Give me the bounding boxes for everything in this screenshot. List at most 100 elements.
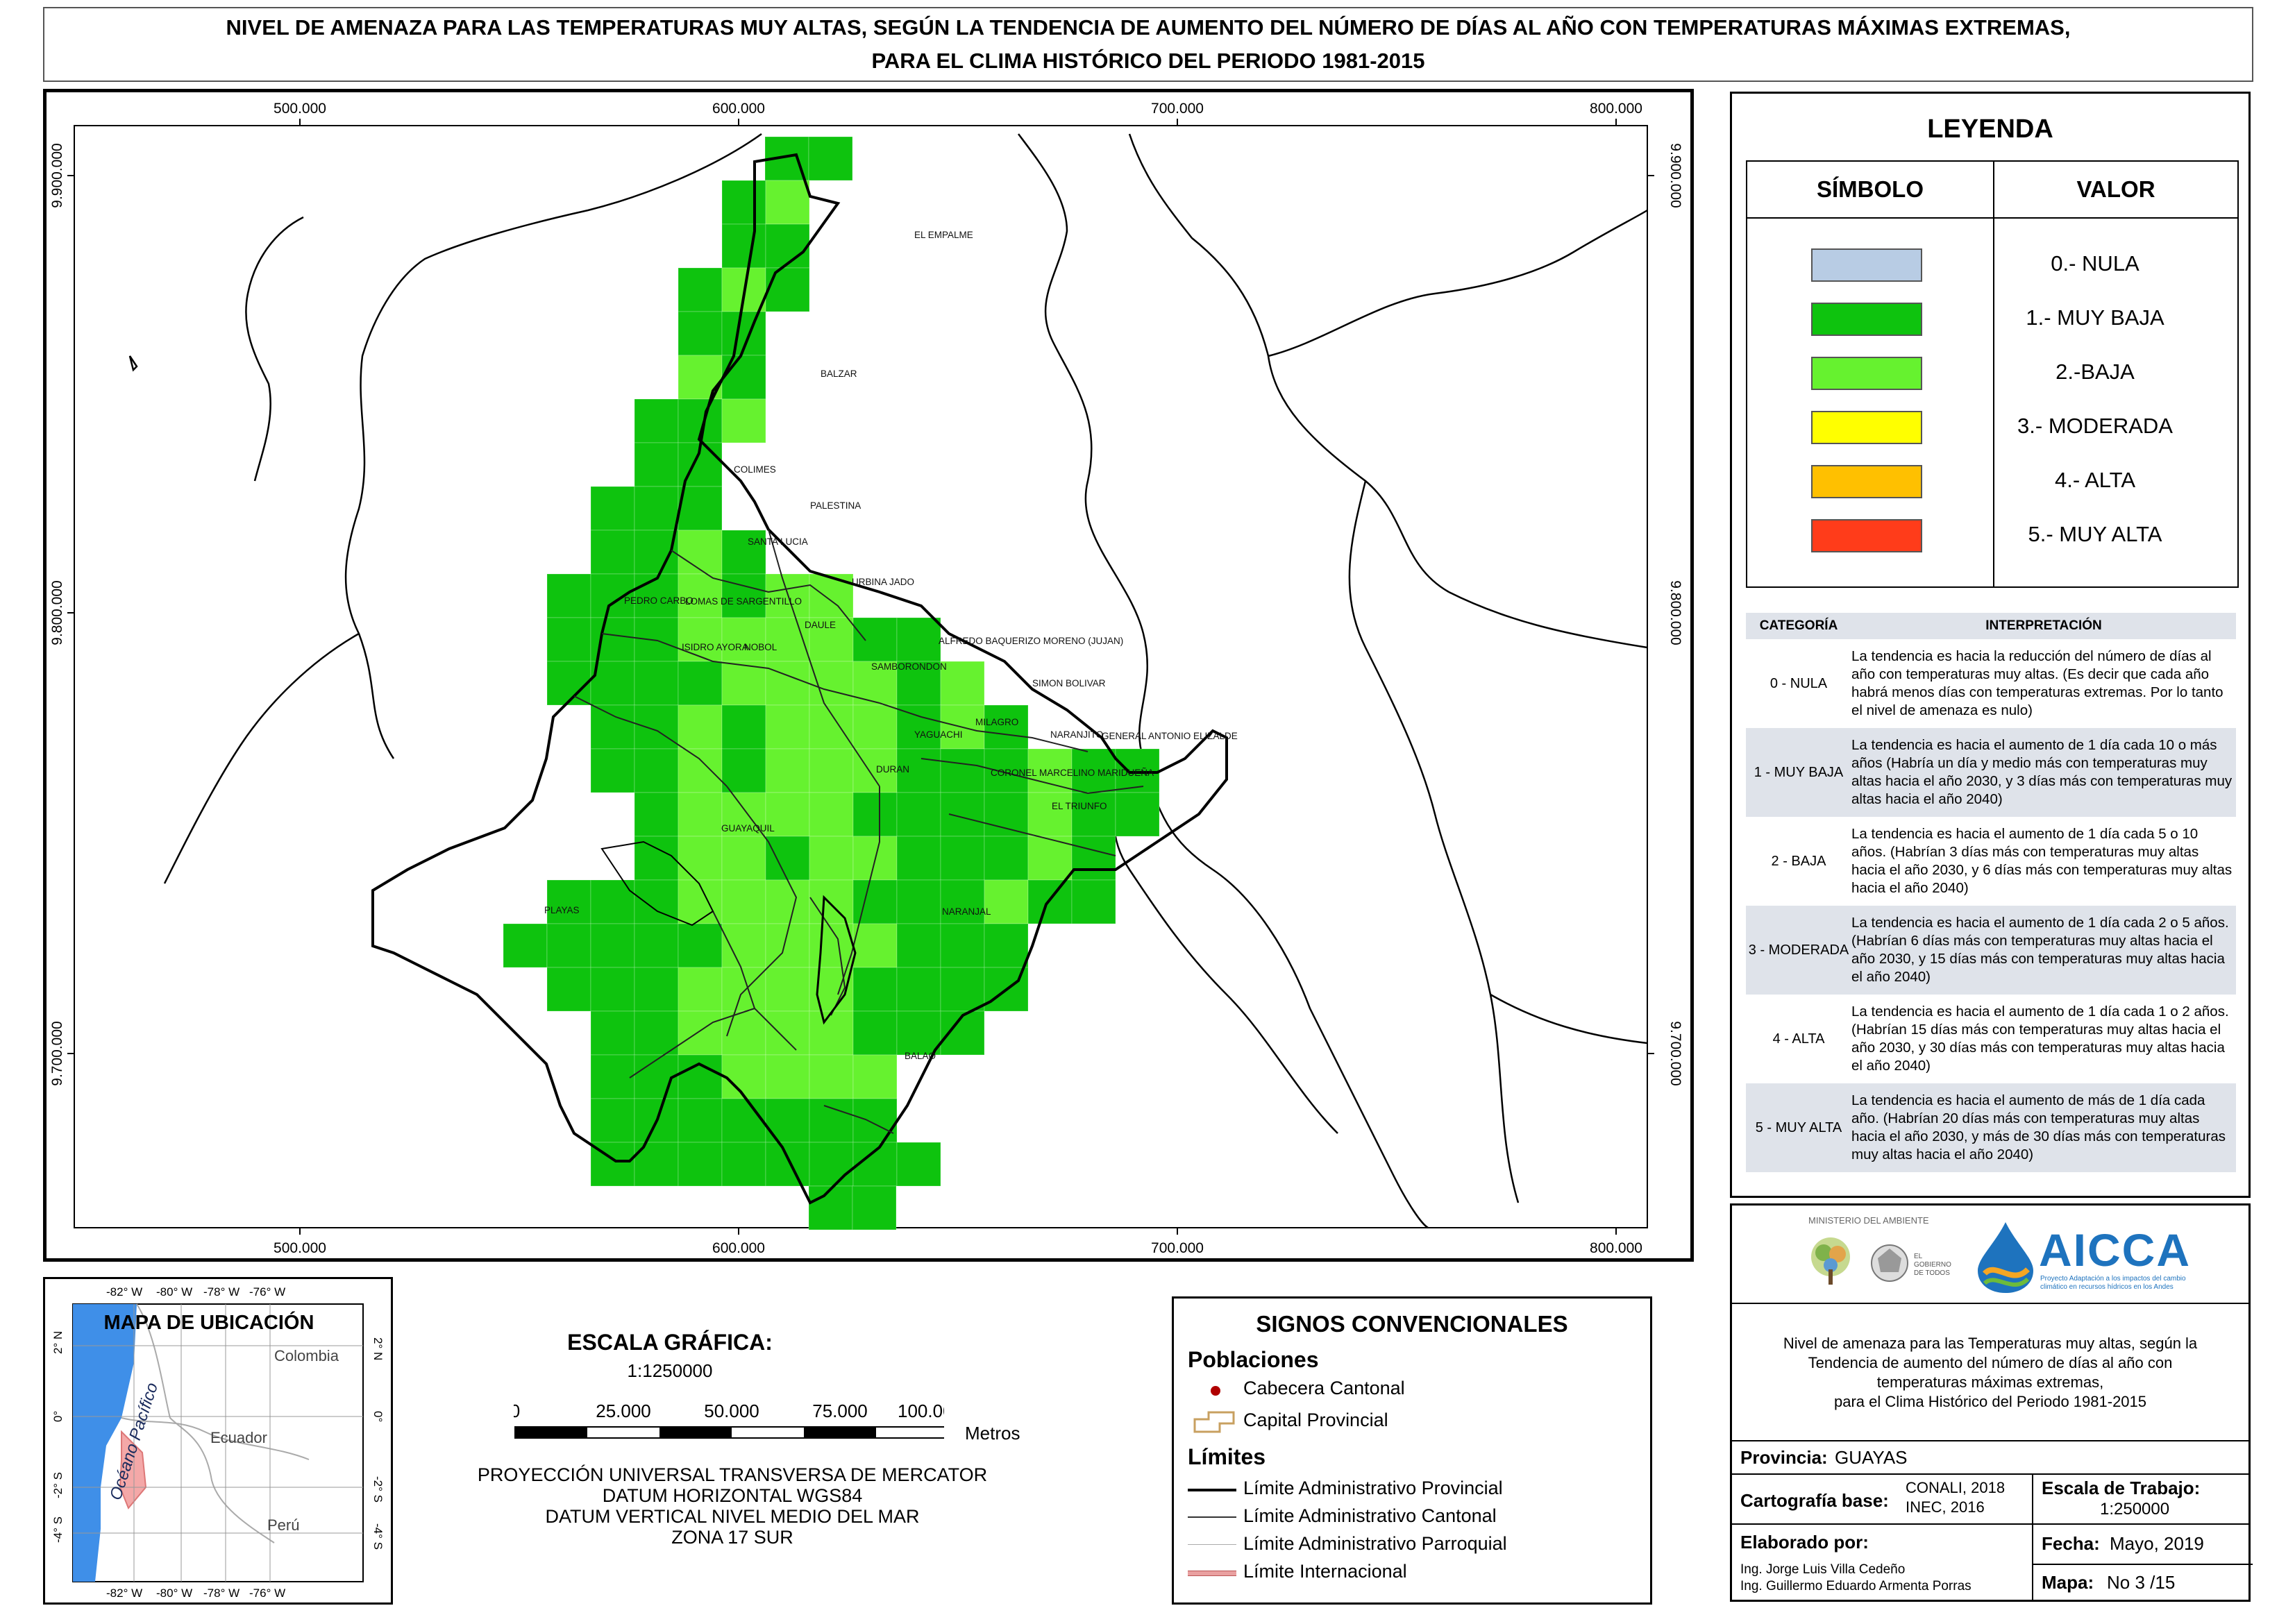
place-elizalde: GENERAL ANTONIO ELIZALDE (1102, 731, 1238, 741)
place-naranjito: NARANJITO (1050, 729, 1103, 740)
hazard-cell (678, 1098, 723, 1143)
projection-line-1: PROYECCIÓN UNIVERSAL TRANSVERSA DE MERCA… (477, 1464, 988, 1485)
interp-text: La tendencia es hacia el aumento de más … (1851, 1092, 2226, 1162)
hazard-cell (678, 704, 723, 750)
hazard-cell (721, 398, 766, 443)
scale-unit: Metros (965, 1423, 1020, 1444)
signs-lim-cant: Límite Administrativo Cantonal (1243, 1505, 1497, 1526)
hazard-cell (678, 311, 723, 356)
legend-swatch-muy-alta (1811, 519, 1922, 552)
hazard-cell (634, 442, 679, 487)
scale-title: ESCALA GRÁFICA: (567, 1330, 773, 1355)
hazard-cell (852, 1185, 897, 1230)
gov-logo-text: EL GOBIERNO DE TODOS (1914, 1253, 1951, 1277)
hazard-cell (590, 530, 635, 575)
cartografia-value-1: CONALI, 2018 (1906, 1479, 2006, 1496)
legend-row-alta: 4.- ALTA (1747, 453, 2237, 507)
signs-lim-int: Límite Internacional (1243, 1561, 1407, 1582)
main-map[interactable]: 500.000 600.000 700.000 800.000 500.000 … (43, 89, 1694, 1262)
place-naranjal: NARANJAL (942, 906, 991, 917)
estero (600, 840, 714, 927)
capital-provincial-icon (1193, 1411, 1235, 1433)
grid-ticks (67, 119, 1654, 1235)
mapa-value: No 3 /15 (2107, 1572, 2176, 1593)
line-international-icon (1188, 1571, 1236, 1576)
legend-col-value: VALOR (1994, 162, 2237, 219)
grid-y-right-3: 9.700.000 (1667, 1021, 1683, 1085)
interp-text: La tendencia es hacia el aumento de 1 dí… (1851, 826, 2233, 896)
signs-lim-prov: Límite Administrativo Provincial (1243, 1478, 1503, 1498)
grid-x-top-1: 500.000 (274, 101, 326, 117)
hazard-cell (809, 661, 854, 706)
hazard-cell (765, 879, 810, 924)
hazard-cell (940, 923, 985, 968)
inset-title: MAPA DE UBICACIÓN (104, 1310, 314, 1334)
hazard-cell (678, 1010, 723, 1056)
hazard-cell (634, 398, 679, 443)
hazard-cell (852, 617, 898, 662)
hazard-cell (678, 748, 723, 793)
hazard-cell (590, 748, 635, 793)
hazard-cell (765, 180, 810, 225)
hazard-cell (984, 923, 1029, 968)
interp-text: La tendencia es hacia el aumento de 1 dí… (1851, 737, 2233, 807)
signs-cabecera: Cabecera Cantonal (1243, 1378, 1405, 1398)
hazard-cell (1115, 792, 1160, 837)
place-el-triunfo: EL TRIUNFO (1052, 801, 1107, 811)
ecuador-coat-of-arms-icon (1871, 1244, 1908, 1282)
inset-lat-right-2: 0° (371, 1411, 385, 1422)
hazard-cell (721, 573, 766, 618)
legend-table: SÍMBOLO VALOR 0.- NULA 1.- MUY BAJA 2.-B… (1746, 160, 2239, 588)
hazard-cell (808, 1185, 853, 1230)
hazard-cell (896, 967, 941, 1012)
elaborado-2: Ing. Guillermo Eduardo Armenta Porras (1740, 1579, 1972, 1593)
hazard-cell (896, 1142, 941, 1187)
hazard-cell (546, 967, 591, 1012)
conventional-signs: SIGNOS CONVENCIONALES Poblaciones Cabece… (1172, 1296, 1652, 1605)
inset-lat-left-3: -2° S (51, 1472, 65, 1498)
projection-line-4: ZONA 17 SUR (671, 1527, 793, 1548)
interp-row-3: 3 - MODERADA La tendencia es hacia el au… (1746, 906, 2236, 995)
desc-line-1: Nivel de amenaza para las Temperaturas m… (1783, 1335, 2198, 1352)
hazard-cell (809, 1010, 854, 1056)
ministry-tree-icon (1811, 1237, 1850, 1285)
grid-y-left-1: 9.900.000 (49, 143, 65, 208)
interp-text: La tendencia es hacia el aumento de 1 dí… (1851, 915, 2229, 985)
hazard-cell (678, 661, 723, 706)
hazard-cell (940, 967, 985, 1012)
provincia-row: Provincia: GUAYAS (1732, 1440, 2248, 1475)
place-daule: DAULE (805, 620, 836, 630)
hazard-cell (590, 923, 635, 968)
hazard-cell (765, 836, 810, 881)
interp-head-cat: CATEGORÍA (1759, 618, 1838, 633)
legend-row-moderada: 3.- MODERADA (1747, 399, 2237, 453)
location-inset-map: MAPA DE UBICACIÓN -82° W -80° W -78° W -… (43, 1277, 393, 1605)
legend-label-nula: 0.- NULA (2051, 251, 2140, 276)
hazard-cell (852, 748, 898, 793)
hazard-cell (546, 617, 591, 662)
hazard-cell (546, 661, 591, 706)
legend-label-moderada: 3.- MODERADA (2017, 414, 2173, 438)
hazard-cell (1071, 879, 1116, 924)
scale-panel: ESCALA GRÁFICA: 1:1250000 0 25.000 50.00… (410, 1277, 1145, 1605)
hazard-cell (721, 704, 766, 750)
hazard-cell (765, 661, 810, 706)
legend-row-muy-alta: 5.- MUY ALTA (1747, 507, 2237, 561)
hazard-cell (940, 661, 985, 706)
hazard-cell (765, 1010, 810, 1056)
hazard-cell (896, 792, 941, 837)
hazard-cell (852, 1054, 898, 1099)
hazard-cell (765, 1054, 810, 1099)
hazard-cell (678, 1142, 723, 1187)
hazard-cell (678, 879, 723, 924)
hazard-cell (852, 879, 898, 924)
mapa-label: Mapa: (2042, 1572, 2094, 1593)
province-boundary (371, 153, 1228, 1205)
hazard-cell (634, 661, 679, 706)
inset-peru: Perú (267, 1516, 299, 1534)
hazard-cell (852, 704, 898, 750)
hazard-cell (765, 704, 810, 750)
place-balzar: BALZAR (821, 369, 857, 379)
hazard-cell (678, 792, 723, 837)
hazard-cell (721, 836, 766, 881)
